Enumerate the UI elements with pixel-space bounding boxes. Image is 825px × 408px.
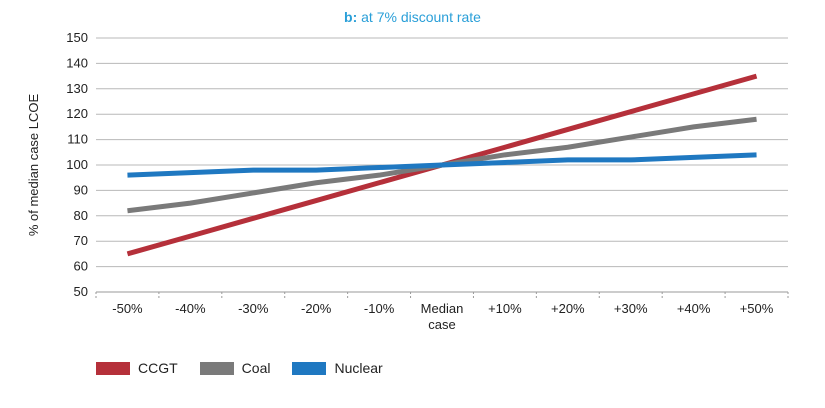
chart-title-prefix: b: <box>344 9 358 25</box>
legend-item-nuclear: Nuclear <box>292 360 383 376</box>
legend-swatch-coal <box>199 361 234 375</box>
legend-item-coal: Coal <box>199 360 271 376</box>
x-tick-label: -40% <box>175 301 206 316</box>
legend-label-nuclear: Nuclear <box>334 360 383 376</box>
legend-label-ccgt: CCGT <box>138 360 178 376</box>
y-tick-label-90: 90 <box>74 182 88 197</box>
y-tick-label-100: 100 <box>66 157 88 172</box>
x-tick-label: -50% <box>112 301 143 316</box>
y-tick-label-60: 60 <box>74 259 88 274</box>
y-tick-label-150: 150 <box>66 30 88 45</box>
y-tick-label-130: 130 <box>66 81 88 96</box>
legend-swatch-ccgt <box>96 361 130 375</box>
y-tick-label-110: 110 <box>67 132 88 147</box>
y-tick-label-50: 50 <box>74 284 88 299</box>
legend-label-coal: Coal <box>241 360 271 376</box>
legend-swatch-nuclear <box>292 361 327 375</box>
y-axis-label: % of median case LCOE <box>26 94 41 237</box>
x-tick-label: -10% <box>364 301 395 316</box>
x-tick-label: +20% <box>551 301 585 316</box>
x-tick-label: Median case <box>421 301 464 332</box>
y-tick-label-80: 80 <box>74 208 88 223</box>
x-tick-label: -20% <box>301 301 332 316</box>
chart-title: b: at 7% discount rate <box>0 9 825 25</box>
series-line-nuclear <box>127 152 757 178</box>
legend: CCGT Coal Nuclear <box>96 360 383 376</box>
legend-item-ccgt: CCGT <box>96 360 178 376</box>
y-tick-label-70: 70 <box>74 233 88 248</box>
chart-title-text: at 7% discount rate <box>361 9 481 25</box>
x-tick-label: +10% <box>488 301 522 316</box>
x-tick-label: -30% <box>238 301 269 316</box>
x-tick-label: +30% <box>614 301 648 316</box>
x-tick-label: +50% <box>740 301 774 316</box>
x-tick-label: +40% <box>677 301 711 316</box>
y-tick-label-120: 120 <box>66 106 88 121</box>
y-tick-label-140: 140 <box>66 55 88 70</box>
